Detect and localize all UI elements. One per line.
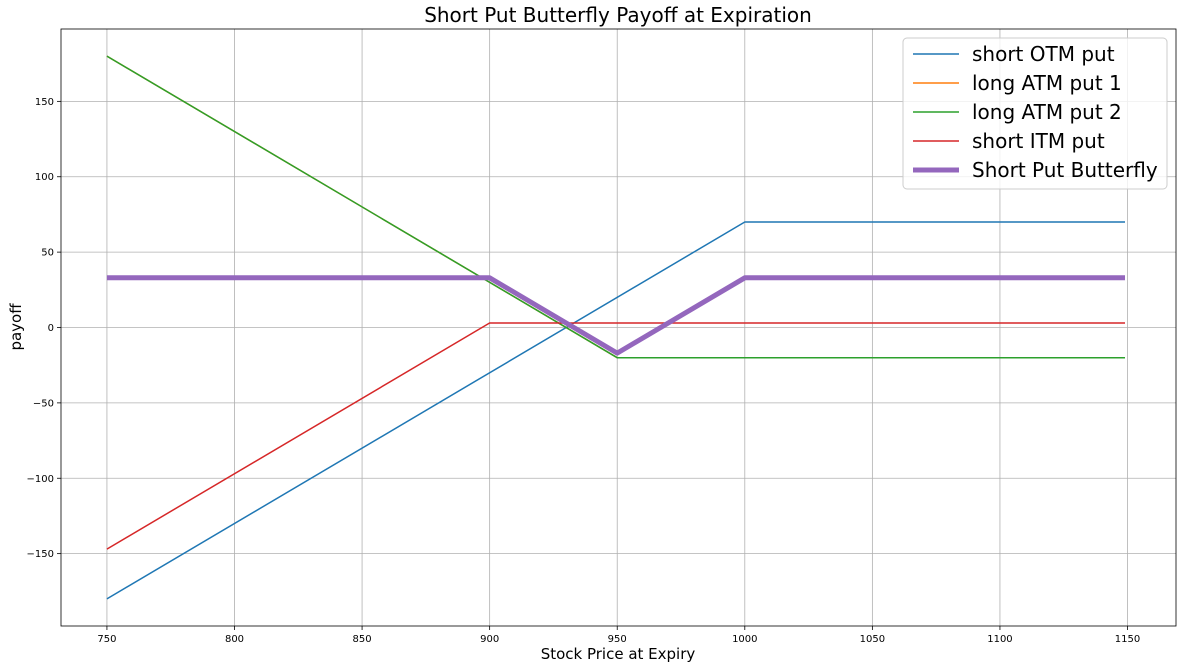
y-tick-label: −150: [27, 549, 54, 560]
series-line-4: [106, 322, 1125, 550]
x-tick-label: 800: [225, 634, 244, 645]
grid: [61, 29, 1176, 626]
y-tick-label: −100: [27, 474, 54, 485]
series-line-1: [106, 221, 1125, 600]
y-axis-label: payoff: [7, 303, 25, 351]
y-tick-label: −50: [33, 398, 54, 409]
legend-label: long ATM put 2: [972, 100, 1122, 124]
x-tick-label: 850: [353, 634, 372, 645]
x-axis-label: Stock Price at Expiry: [541, 645, 696, 663]
series-line-5: [106, 275, 1125, 356]
legend-label: Short Put Butterfly: [972, 158, 1158, 182]
x-tick-label: 950: [608, 634, 627, 645]
series-lines: [106, 55, 1125, 600]
x-tick-label: 750: [97, 634, 116, 645]
legend-label: short ITM put: [972, 129, 1105, 153]
axis-ticks: 750 800 850 900 950 1000 1050 1100 1150−150−100−…: [27, 97, 1141, 645]
x-tick-label: 1150: [1115, 634, 1140, 645]
x-tick-label: 1100: [987, 634, 1012, 645]
y-tick-label: 150: [35, 97, 54, 108]
chart-title: Short Put Butterfly Payoff at Expiration: [424, 3, 812, 27]
x-tick-label: 900: [480, 634, 499, 645]
series-line-3: [106, 55, 1125, 359]
legend: short OTM put long ATM put 1 long ATM put …: [902, 37, 1168, 190]
legend-label: long ATM put 1: [972, 71, 1122, 95]
y-tick-label: 0: [48, 323, 54, 334]
y-tick-label: 50: [41, 248, 54, 259]
legend-label: short OTM put: [972, 42, 1115, 66]
x-tick-label: 1000: [732, 634, 757, 645]
x-tick-label: 1050: [860, 634, 885, 645]
y-tick-label: 100: [35, 172, 54, 183]
legend-box: [902, 37, 1168, 190]
